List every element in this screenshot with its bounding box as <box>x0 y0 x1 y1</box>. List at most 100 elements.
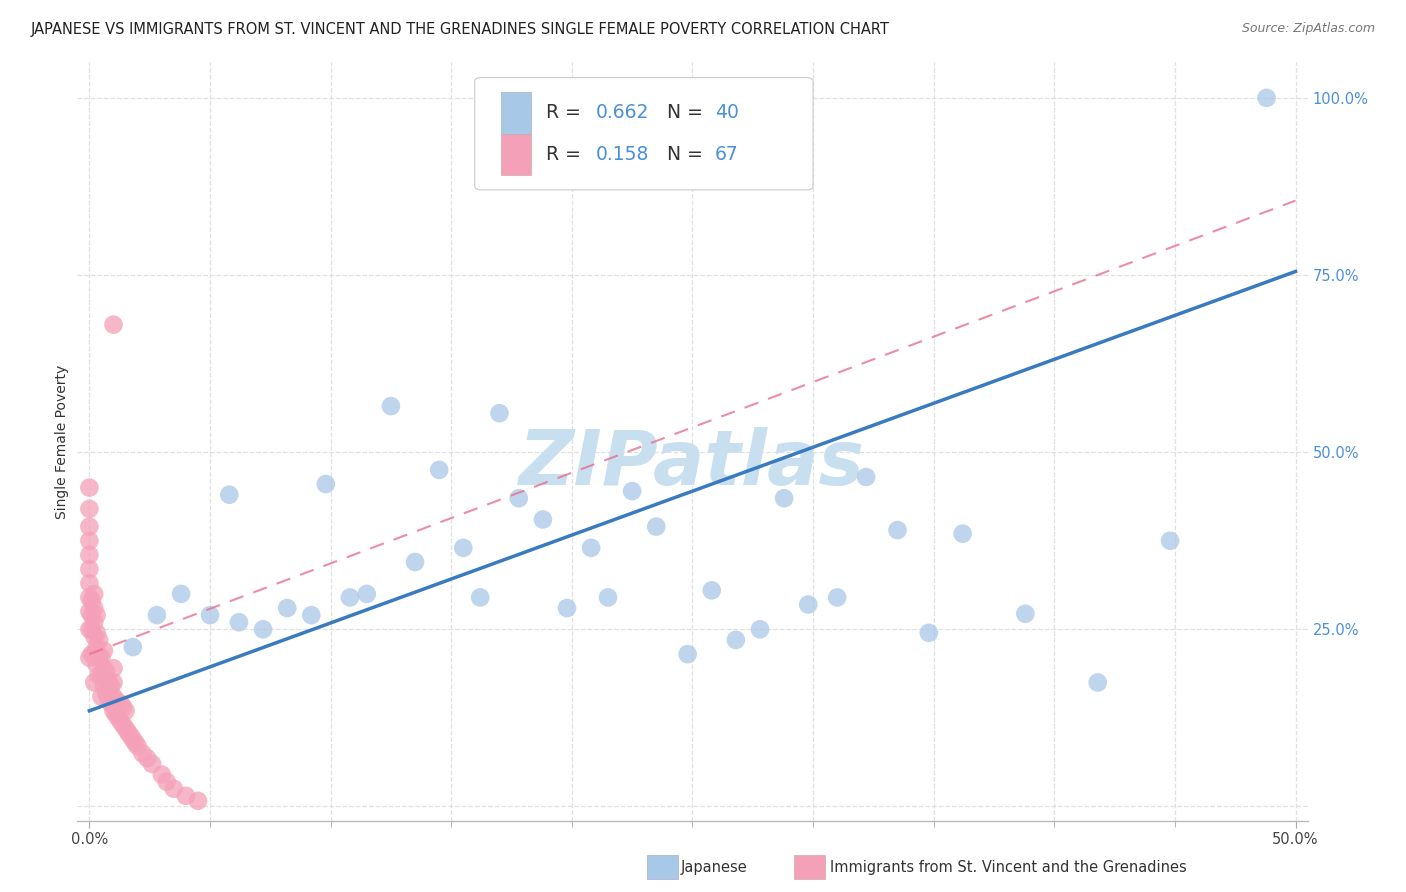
Point <box>356 587 378 601</box>
Point <box>79 650 101 665</box>
Point <box>117 725 139 739</box>
Text: 67: 67 <box>714 145 738 164</box>
Point <box>79 481 101 495</box>
Point <box>315 477 337 491</box>
Point <box>104 707 127 722</box>
Point <box>103 318 125 332</box>
Point <box>579 541 602 555</box>
Point <box>79 605 101 619</box>
Point <box>80 647 103 661</box>
Point <box>110 697 132 711</box>
Point <box>825 591 848 605</box>
Point <box>470 591 492 605</box>
Point <box>773 491 796 506</box>
Point <box>112 700 135 714</box>
Point <box>79 533 101 548</box>
Point <box>87 668 110 682</box>
Point <box>103 661 125 675</box>
Point <box>596 591 619 605</box>
Text: ZIPatlas: ZIPatlas <box>519 427 866 501</box>
Text: R =: R = <box>546 103 586 122</box>
Point <box>79 519 101 533</box>
Point <box>93 679 115 693</box>
Point <box>453 541 475 555</box>
Point <box>107 711 129 725</box>
Point <box>136 751 159 765</box>
Point <box>90 650 112 665</box>
Point <box>93 661 115 675</box>
Point <box>952 526 974 541</box>
Point <box>114 704 136 718</box>
Point <box>621 484 644 499</box>
Point <box>531 512 554 526</box>
FancyBboxPatch shape <box>501 92 531 134</box>
Point <box>749 623 772 637</box>
Point <box>80 623 103 637</box>
Point <box>97 675 120 690</box>
FancyBboxPatch shape <box>501 134 531 176</box>
Point <box>83 647 105 661</box>
Point <box>83 675 105 690</box>
Point <box>187 794 209 808</box>
Text: R =: R = <box>546 145 586 164</box>
Point <box>555 601 578 615</box>
Point <box>645 519 668 533</box>
Point <box>96 686 118 700</box>
Text: N =: N = <box>666 103 709 122</box>
Point <box>252 623 274 637</box>
Point <box>80 594 103 608</box>
Point <box>676 647 699 661</box>
Point <box>79 501 101 516</box>
Point <box>100 697 122 711</box>
Point <box>174 789 197 803</box>
Point <box>79 576 101 591</box>
Point <box>427 463 450 477</box>
Point <box>1087 675 1109 690</box>
Point <box>508 491 530 506</box>
Point <box>103 704 125 718</box>
Point <box>150 767 173 781</box>
Point <box>87 632 110 647</box>
Point <box>79 548 101 562</box>
Point <box>83 601 105 615</box>
Text: JAPANESE VS IMMIGRANTS FROM ST. VINCENT AND THE GRENADINES SINGLE FEMALE POVERTY: JAPANESE VS IMMIGRANTS FROM ST. VINCENT … <box>31 22 890 37</box>
Point <box>121 732 143 747</box>
Point <box>86 640 108 654</box>
Point <box>339 591 361 605</box>
Point <box>1014 607 1036 621</box>
Point <box>79 562 101 576</box>
Point <box>79 591 101 605</box>
Point <box>404 555 426 569</box>
Text: 0.662: 0.662 <box>595 103 648 122</box>
Point <box>299 608 322 623</box>
Point <box>127 739 149 754</box>
Text: 0.158: 0.158 <box>595 145 648 164</box>
Point <box>103 690 125 704</box>
Y-axis label: Single Female Poverty: Single Female Poverty <box>55 365 69 518</box>
Point <box>93 643 115 657</box>
Point <box>380 399 402 413</box>
Point <box>146 608 169 623</box>
Point <box>918 625 941 640</box>
Point <box>124 736 146 750</box>
Point <box>488 406 510 420</box>
Point <box>112 718 135 732</box>
Point <box>83 615 105 630</box>
Text: Source: ZipAtlas.com: Source: ZipAtlas.com <box>1241 22 1375 36</box>
Point <box>141 756 163 771</box>
FancyBboxPatch shape <box>475 78 813 190</box>
Text: Immigrants from St. Vincent and the Grenadines: Immigrants from St. Vincent and the Gren… <box>830 860 1187 874</box>
Point <box>87 650 110 665</box>
Point <box>797 598 820 612</box>
Point <box>86 608 108 623</box>
Point <box>276 601 298 615</box>
Point <box>700 583 723 598</box>
Point <box>103 675 125 690</box>
Point <box>170 587 193 601</box>
Point <box>90 690 112 704</box>
Point <box>228 615 250 630</box>
Point <box>155 774 177 789</box>
Text: N =: N = <box>666 145 709 164</box>
Point <box>120 729 142 743</box>
Point <box>86 625 108 640</box>
